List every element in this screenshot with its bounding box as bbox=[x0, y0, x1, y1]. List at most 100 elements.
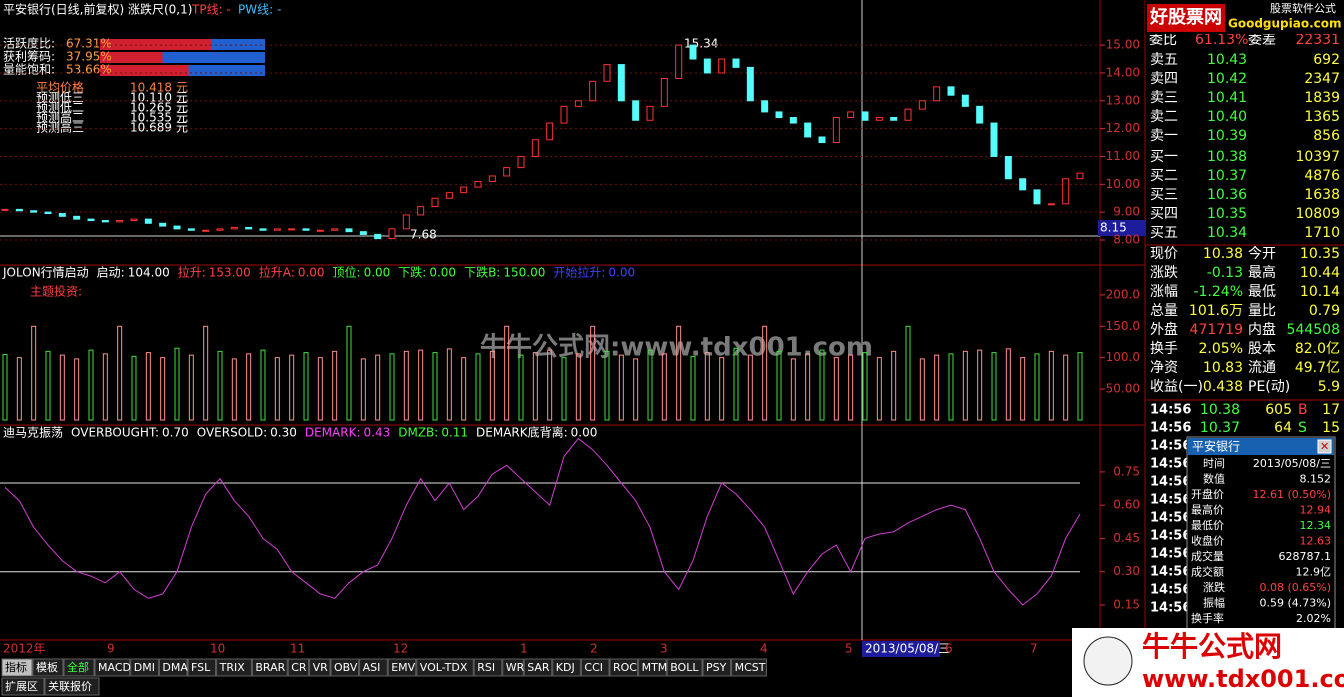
candle bbox=[818, 136, 826, 144]
candle bbox=[431, 197, 439, 208]
cow-logo bbox=[1083, 636, 1133, 686]
candle bbox=[603, 64, 611, 82]
pw-line: PW线: - bbox=[238, 3, 281, 17]
watermark-corner: 牛牛公式网 bbox=[1142, 630, 1282, 663]
tab-label: 关联报价 bbox=[48, 679, 92, 693]
tab[interactable] bbox=[330, 658, 360, 677]
tick-price: 10.37 bbox=[1200, 420, 1240, 436]
tab[interactable] bbox=[187, 658, 217, 677]
meter-track bbox=[100, 52, 265, 63]
indicator-subtitle: 主题投资: bbox=[30, 284, 82, 299]
popup-value: 2013/05/08/三 bbox=[1253, 457, 1331, 470]
bar bbox=[289, 354, 295, 421]
candle bbox=[574, 100, 582, 107]
quote-label: 现价 bbox=[1150, 246, 1178, 262]
candle bbox=[746, 66, 754, 102]
popup-close[interactable] bbox=[1317, 439, 1332, 454]
tab[interactable] bbox=[32, 658, 64, 677]
date-label: 5 bbox=[845, 642, 853, 656]
bar bbox=[461, 357, 467, 421]
tab[interactable] bbox=[666, 658, 703, 677]
candle bbox=[116, 220, 124, 223]
bar bbox=[575, 353, 581, 421]
bar bbox=[747, 354, 753, 421]
bar bbox=[561, 357, 567, 421]
indicator-item-label: 下跌: bbox=[398, 265, 426, 280]
tab[interactable] bbox=[251, 658, 288, 677]
tab[interactable] bbox=[416, 658, 474, 677]
tab[interactable] bbox=[1, 677, 45, 696]
candle bbox=[402, 214, 410, 230]
indicator-item-label: DMZB: bbox=[398, 426, 438, 440]
candle bbox=[15, 208, 23, 212]
date-label: 11 bbox=[290, 642, 305, 656]
tab[interactable] bbox=[387, 658, 417, 677]
date-label: 6 bbox=[945, 642, 953, 656]
tab[interactable] bbox=[638, 658, 667, 677]
meter-text: 53.66% bbox=[66, 63, 112, 77]
forecast-value: 10.535 bbox=[130, 111, 172, 125]
bar bbox=[919, 358, 925, 421]
book-price: 10.41 bbox=[1207, 90, 1247, 106]
popup-value: 8.152 bbox=[1300, 473, 1332, 486]
bar bbox=[403, 350, 409, 421]
book-label: 买四 bbox=[1150, 206, 1178, 222]
bar bbox=[876, 357, 882, 421]
bar bbox=[733, 347, 739, 421]
tab[interactable] bbox=[130, 658, 159, 677]
candle bbox=[832, 116, 840, 144]
candle bbox=[73, 215, 81, 220]
tab[interactable] bbox=[63, 658, 95, 677]
tab-label: VOL-TDX bbox=[420, 661, 468, 674]
bar bbox=[418, 349, 424, 421]
tick-side: S bbox=[1298, 420, 1307, 436]
candle bbox=[230, 226, 238, 230]
tab[interactable] bbox=[309, 658, 331, 677]
tab[interactable] bbox=[359, 658, 388, 677]
tab[interactable] bbox=[731, 658, 767, 677]
tab[interactable] bbox=[552, 658, 581, 677]
candle bbox=[101, 220, 109, 223]
popup-close-icon[interactable]: ✕ bbox=[1320, 440, 1329, 453]
quote-label: 量比 bbox=[1248, 303, 1276, 319]
tab[interactable] bbox=[502, 658, 524, 677]
tab[interactable] bbox=[287, 658, 310, 677]
book-price: 10.43 bbox=[1207, 52, 1247, 68]
y-tick-label: 13.00 bbox=[1106, 93, 1140, 107]
book-price: 10.40 bbox=[1207, 109, 1247, 125]
candle bbox=[1047, 203, 1055, 206]
tab[interactable] bbox=[609, 658, 639, 677]
bar bbox=[1020, 357, 1026, 421]
y-tick-label: 0.30 bbox=[1113, 564, 1140, 578]
indicator-title: 迪马克振荡 bbox=[3, 426, 63, 440]
candle bbox=[302, 228, 310, 231]
bar bbox=[633, 358, 639, 421]
tab[interactable] bbox=[523, 658, 553, 677]
tab[interactable] bbox=[158, 658, 188, 677]
tab[interactable] bbox=[1, 658, 33, 677]
quote-label: 最低 bbox=[1248, 284, 1276, 300]
forecast-value: 10.689 bbox=[130, 121, 172, 135]
tab[interactable] bbox=[44, 677, 100, 696]
indicator-title: JOLON行情启动 bbox=[2, 266, 89, 280]
quote-value: -0.13 bbox=[1207, 265, 1243, 281]
bar bbox=[317, 357, 323, 421]
bar bbox=[833, 357, 839, 421]
quote-value: 82.0亿 bbox=[1295, 341, 1340, 357]
tab[interactable] bbox=[580, 658, 610, 677]
indicator-item-label: OVERBOUGHT: bbox=[71, 426, 159, 440]
tab[interactable] bbox=[94, 658, 131, 677]
meter-text: 37.95% bbox=[66, 50, 112, 64]
tab-label: SAR bbox=[527, 661, 550, 674]
y-tick-label: 0.15 bbox=[1113, 597, 1140, 611]
tick-time: 14:56 bbox=[1150, 403, 1191, 418]
candle bbox=[617, 64, 625, 102]
tab[interactable] bbox=[473, 658, 503, 677]
tab[interactable] bbox=[216, 658, 252, 677]
tick-time: 14:56 bbox=[1150, 475, 1191, 490]
cursor-price: 8.15 bbox=[1100, 221, 1127, 235]
tab[interactable] bbox=[702, 658, 732, 677]
candle bbox=[288, 228, 296, 231]
indicator-item-label: 拉升A: bbox=[259, 265, 295, 280]
bar bbox=[1063, 354, 1069, 421]
